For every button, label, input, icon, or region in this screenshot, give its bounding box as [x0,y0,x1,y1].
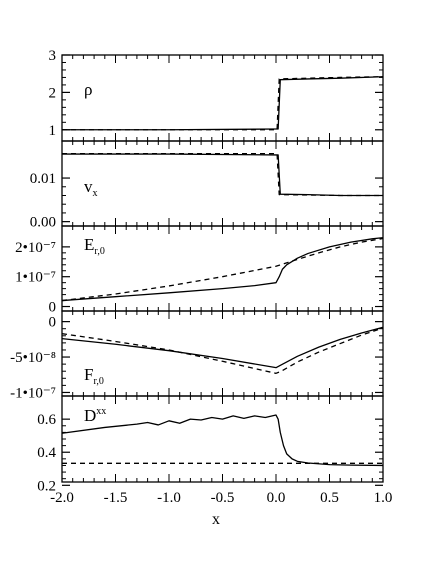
y-tick-label-Er: 0 [49,300,57,316]
x-tick-label: -0.5 [211,490,235,506]
panel-Dxx: 0.2 0.4 0.6 Dxx [37,395,384,494]
series-solid-vx [62,153,383,197]
panel-frame-Fr [61,310,384,397]
series-dashed-Er [61,237,384,302]
panel-frame-Dxx [61,395,384,483]
y-tick-label-Fr: -1•10⁻⁷ [10,385,56,401]
y-tick-label-Fr: -5•10⁻⁸ [10,350,56,366]
series-dashed-vx [62,152,383,197]
y-tick-label-vx: 0.00 [30,215,56,231]
y-tick-label-rho: 3 [49,48,57,64]
x-tick-label: -1.5 [104,490,128,506]
panel-label-Er: Er,0 [84,235,105,257]
series-dashed-rho [62,76,384,131]
panel-label-rho: ρ [84,80,92,99]
x-tick-label: -1.0 [157,490,181,506]
panel-vx: 0.00 0.01 vx [30,140,384,231]
x-tick-label: -2.0 [50,490,74,506]
panel-label-Dxx: Dxx [84,406,106,425]
panels-layer: 1 2 3 ρ 0.00 0.01 vx 0 1•10⁻⁷ 2•10⁻⁷ Er,0 0 -5•10⁻⁸ -… [10,48,392,506]
y-tick-label-rho: 2 [49,85,57,101]
y-tick-label-Fr: 0 [49,315,57,331]
y-tick-label-Er: 2•10⁻⁷ [15,240,56,256]
panel-Fr: 0 -5•10⁻⁸ -1•10⁻⁷ Fr,0 [10,310,384,401]
x-axis-label: x [212,511,220,528]
panel-rho: 1 2 3 ρ [49,48,384,142]
y-tick-label-Dxx: 0.4 [37,445,56,461]
series-solid-Dxx [61,414,384,467]
panel-frame-rho [61,54,384,142]
x-tick-label: 1.0 [374,490,393,506]
series-solid-rho [62,76,384,131]
y-tick-label-Dxx: 0.6 [37,412,56,428]
series-solid-Er [61,236,384,302]
series-dashed-Fr [61,327,384,374]
y-tick-label-rho: 1 [49,123,57,139]
y-tick-label-vx: 0.01 [30,171,56,187]
panel-label-Fr: Fr,0 [84,365,104,387]
panel-Er: 0 1•10⁻⁷ 2•10⁻⁷ Er,0 [15,225,384,316]
y-tick-label-Er: 1•10⁻⁷ [15,270,56,286]
panel-label-vx: vx [84,177,98,199]
panel-frame-Er [61,225,384,312]
x-tick-label: 0.5 [320,490,339,506]
x-tick-label: 0.0 [267,490,286,506]
series-solid-Fr [61,326,384,369]
y-tick-label-Dxx: 0.2 [37,478,56,494]
